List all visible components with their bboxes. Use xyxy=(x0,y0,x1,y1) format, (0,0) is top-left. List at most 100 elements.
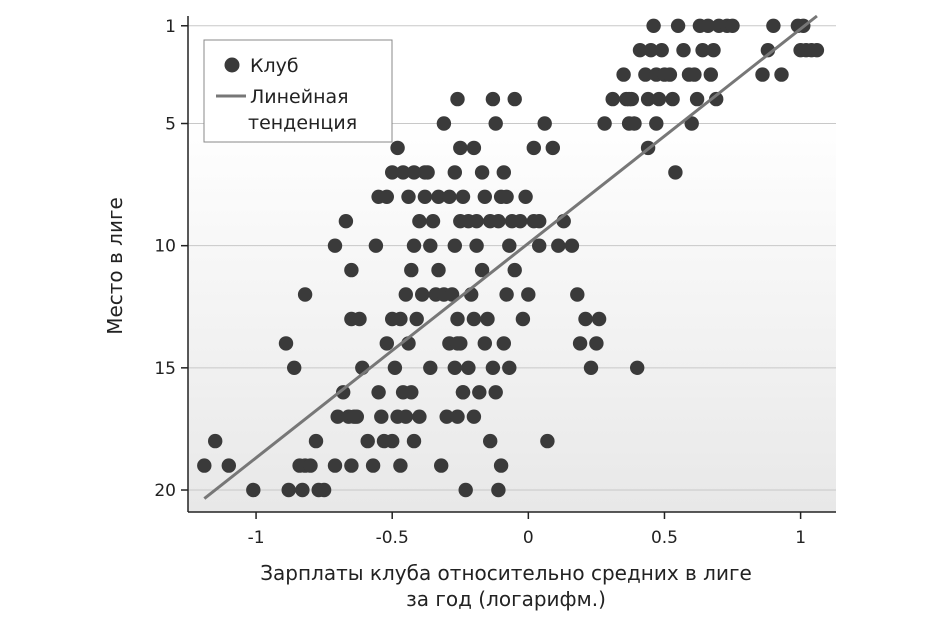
club-point xyxy=(368,238,384,253)
club-point xyxy=(281,482,296,498)
club-point xyxy=(515,311,531,327)
club-point xyxy=(668,165,683,180)
club-point xyxy=(545,140,560,156)
club-point xyxy=(450,91,465,107)
club-point xyxy=(570,287,585,302)
club-point xyxy=(483,433,498,449)
club-point xyxy=(404,262,419,278)
club-point xyxy=(442,189,457,204)
legend-dot-icon xyxy=(224,57,240,73)
legend-label-club: Клуб xyxy=(250,55,299,77)
club-point xyxy=(521,287,536,302)
club-point xyxy=(447,238,462,253)
club-point xyxy=(518,189,533,204)
club-point xyxy=(447,360,462,375)
club-point xyxy=(809,43,825,58)
x-tick-label: 1 xyxy=(795,528,806,548)
club-point xyxy=(507,262,522,278)
club-point xyxy=(385,165,400,180)
club-point xyxy=(477,189,492,204)
club-point xyxy=(684,116,699,131)
club-point xyxy=(287,360,302,375)
club-point xyxy=(638,67,653,82)
club-point xyxy=(450,311,465,327)
club-point xyxy=(632,43,648,58)
club-point xyxy=(349,409,364,424)
x-ticks: -1 -0.5 0 0.5 1 xyxy=(248,512,806,548)
club-point xyxy=(676,43,691,58)
trend-line xyxy=(203,14,818,500)
club-point xyxy=(336,385,351,400)
club-point xyxy=(474,262,490,278)
club-point xyxy=(461,214,476,229)
club-point xyxy=(444,287,460,302)
club-point xyxy=(537,116,552,131)
legend-label-trend-2: тенденция xyxy=(248,112,357,134)
club-point xyxy=(670,18,686,33)
x-axis-title-line1: Зарплаты клуба относительно средних в ли… xyxy=(260,561,752,585)
club-point xyxy=(485,360,501,375)
club-point xyxy=(395,165,411,180)
club-point xyxy=(431,262,446,278)
club-point xyxy=(485,91,501,107)
club-point xyxy=(551,238,566,253)
club-point xyxy=(365,458,381,473)
club-point xyxy=(766,18,781,33)
club-point xyxy=(415,287,430,302)
x-tick-label: 0.5 xyxy=(651,528,678,548)
club-point xyxy=(425,214,441,229)
club-point xyxy=(390,140,405,156)
club-point xyxy=(695,43,710,58)
club-point xyxy=(496,165,511,180)
club-point xyxy=(474,165,490,180)
club-point xyxy=(412,214,427,229)
club-point xyxy=(450,409,465,424)
club-point xyxy=(398,409,413,424)
club-point xyxy=(654,43,669,58)
legend: Клуб Линейная тенденция xyxy=(203,39,393,143)
y-axis-title: Место в лиге xyxy=(103,197,127,335)
club-point xyxy=(621,91,637,107)
club-point xyxy=(330,409,345,424)
club-point xyxy=(423,238,438,253)
club-point xyxy=(303,458,318,473)
club-point xyxy=(352,311,367,327)
club-point xyxy=(469,238,484,253)
club-point xyxy=(665,91,680,107)
club-point xyxy=(338,214,354,229)
club-point xyxy=(406,433,422,449)
club-point xyxy=(447,165,462,180)
club-point xyxy=(589,336,604,351)
club-point xyxy=(458,482,473,498)
club-point xyxy=(423,360,438,375)
club-point xyxy=(398,287,413,302)
club-point xyxy=(477,336,492,351)
club-point xyxy=(466,140,482,156)
legend-label-trend-1: Линейная xyxy=(250,86,349,108)
club-point xyxy=(662,67,678,82)
club-point xyxy=(387,360,403,375)
club-point xyxy=(689,91,705,107)
club-point xyxy=(630,360,645,375)
club-point xyxy=(221,458,236,473)
club-point xyxy=(379,189,394,204)
y-tick-label: 15 xyxy=(154,359,176,379)
club-point xyxy=(393,311,408,327)
club-point xyxy=(646,18,661,33)
club-point xyxy=(412,409,427,424)
club-point xyxy=(616,67,631,82)
club-point xyxy=(755,67,770,82)
club-point xyxy=(496,336,511,351)
legend-box xyxy=(203,39,393,143)
x-tick-label: 0 xyxy=(523,528,534,548)
club-point xyxy=(360,433,375,449)
club-point xyxy=(450,336,465,351)
data-points xyxy=(197,18,825,498)
club-point xyxy=(401,189,416,204)
club-point xyxy=(436,116,452,131)
club-point xyxy=(404,385,419,400)
club-point xyxy=(499,189,514,204)
club-point xyxy=(502,360,517,375)
club-point xyxy=(297,287,313,302)
